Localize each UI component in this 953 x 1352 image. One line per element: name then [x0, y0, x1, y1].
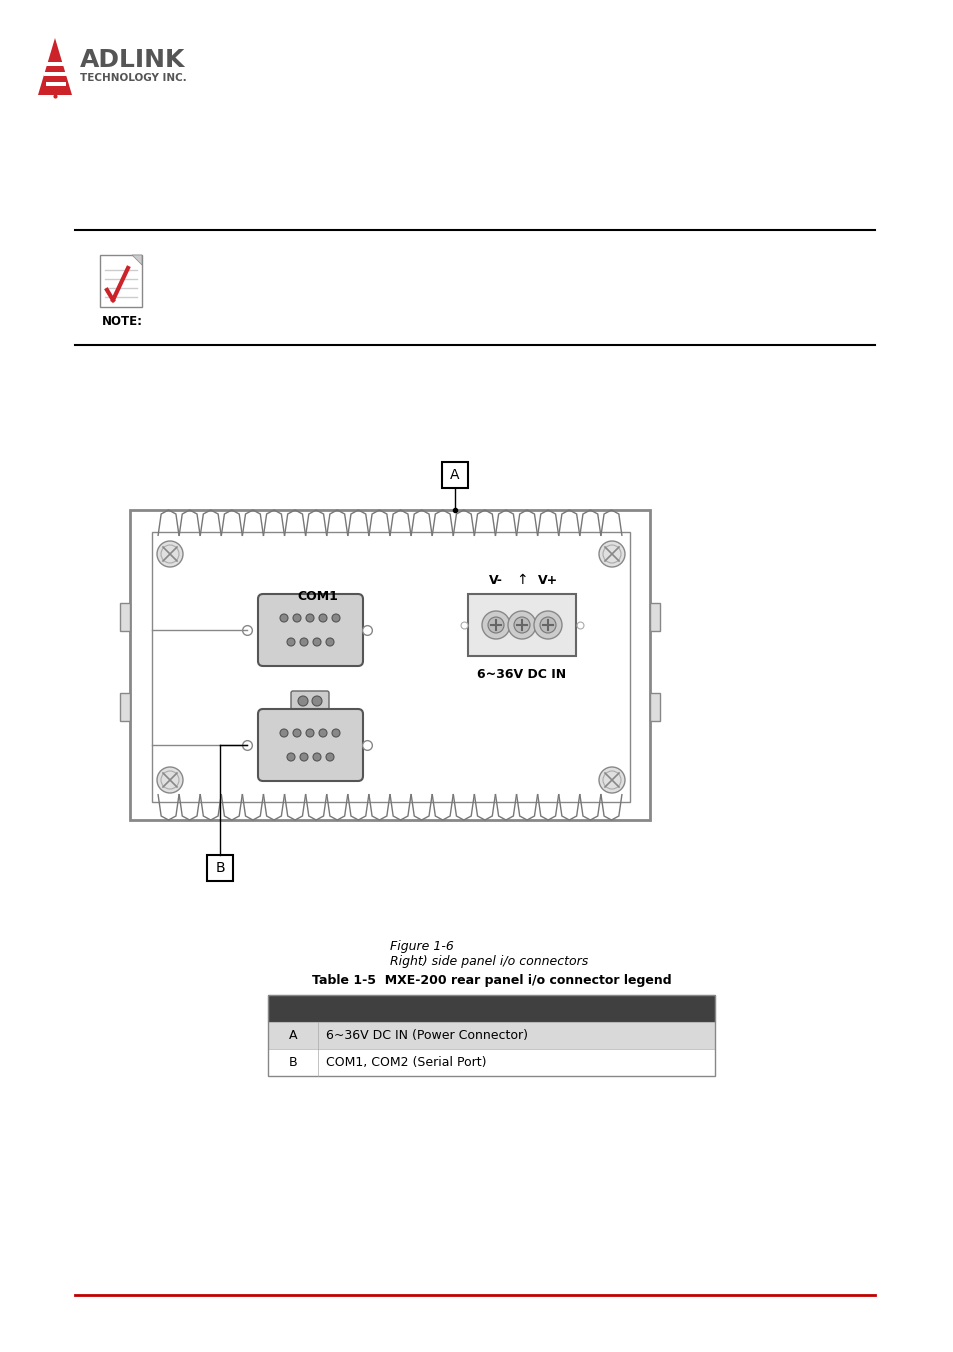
Text: COM1, COM2 (Serial Port): COM1, COM2 (Serial Port) [326, 1056, 486, 1069]
Circle shape [318, 729, 327, 737]
Circle shape [598, 767, 624, 794]
Circle shape [312, 696, 322, 706]
Text: A: A [450, 468, 459, 483]
Circle shape [507, 611, 536, 639]
Circle shape [598, 541, 624, 566]
Circle shape [313, 638, 320, 646]
Polygon shape [120, 603, 130, 631]
Bar [268, 995, 714, 1076]
Circle shape [534, 611, 561, 639]
Text: Figure 1-6: Figure 1-6 [390, 940, 454, 953]
Text: ADLINK: ADLINK [80, 49, 185, 72]
FancyBboxPatch shape [100, 256, 142, 307]
Polygon shape [132, 256, 142, 265]
Text: B: B [289, 1056, 297, 1069]
Polygon shape [649, 694, 659, 721]
Polygon shape [120, 694, 130, 721]
Circle shape [539, 617, 556, 633]
Text: 6~36V DC IN (Power Connector): 6~36V DC IN (Power Connector) [326, 1029, 527, 1042]
Circle shape [306, 614, 314, 622]
Circle shape [332, 614, 339, 622]
FancyBboxPatch shape [291, 691, 329, 711]
Circle shape [481, 611, 510, 639]
Circle shape [488, 617, 503, 633]
Polygon shape [46, 82, 66, 87]
Circle shape [287, 753, 294, 761]
Polygon shape [42, 62, 70, 66]
Bar [468, 594, 576, 656]
Bar [130, 510, 649, 821]
Circle shape [293, 614, 301, 622]
Circle shape [313, 753, 320, 761]
Text: TECHNOLOGY INC.: TECHNOLOGY INC. [80, 73, 187, 82]
Text: B: B [215, 861, 225, 875]
Circle shape [318, 614, 327, 622]
Circle shape [306, 729, 314, 737]
Bar [268, 1049, 714, 1076]
Circle shape [280, 729, 288, 737]
Circle shape [326, 753, 334, 761]
Bar [268, 995, 714, 1022]
Circle shape [157, 767, 183, 794]
Polygon shape [649, 603, 659, 631]
FancyBboxPatch shape [257, 594, 363, 667]
Bar [152, 531, 629, 802]
Circle shape [332, 729, 339, 737]
Text: Table 1-5  MXE-200 rear panel i/o connector legend: Table 1-5 MXE-200 rear panel i/o connect… [312, 973, 671, 987]
Text: COM1: COM1 [297, 589, 338, 603]
Circle shape [326, 638, 334, 646]
Text: A: A [289, 1029, 297, 1042]
Circle shape [280, 614, 288, 622]
Text: NOTE:: NOTE: [102, 315, 143, 329]
Text: V-: V- [489, 575, 502, 587]
Text: 6~36V DC IN: 6~36V DC IN [476, 668, 566, 681]
Text: V+: V+ [537, 575, 558, 587]
Circle shape [299, 638, 308, 646]
Polygon shape [44, 72, 68, 76]
Bar [268, 1022, 714, 1049]
Circle shape [287, 638, 294, 646]
Bar [207, 854, 233, 882]
Circle shape [297, 696, 308, 706]
Text: ↑: ↑ [516, 573, 527, 587]
Circle shape [293, 729, 301, 737]
Circle shape [299, 753, 308, 761]
Circle shape [157, 541, 183, 566]
Circle shape [514, 617, 530, 633]
Text: Right) side panel i/o connectors: Right) side panel i/o connectors [390, 955, 588, 968]
Bar [441, 462, 468, 488]
Polygon shape [38, 38, 71, 95]
FancyBboxPatch shape [257, 708, 363, 781]
